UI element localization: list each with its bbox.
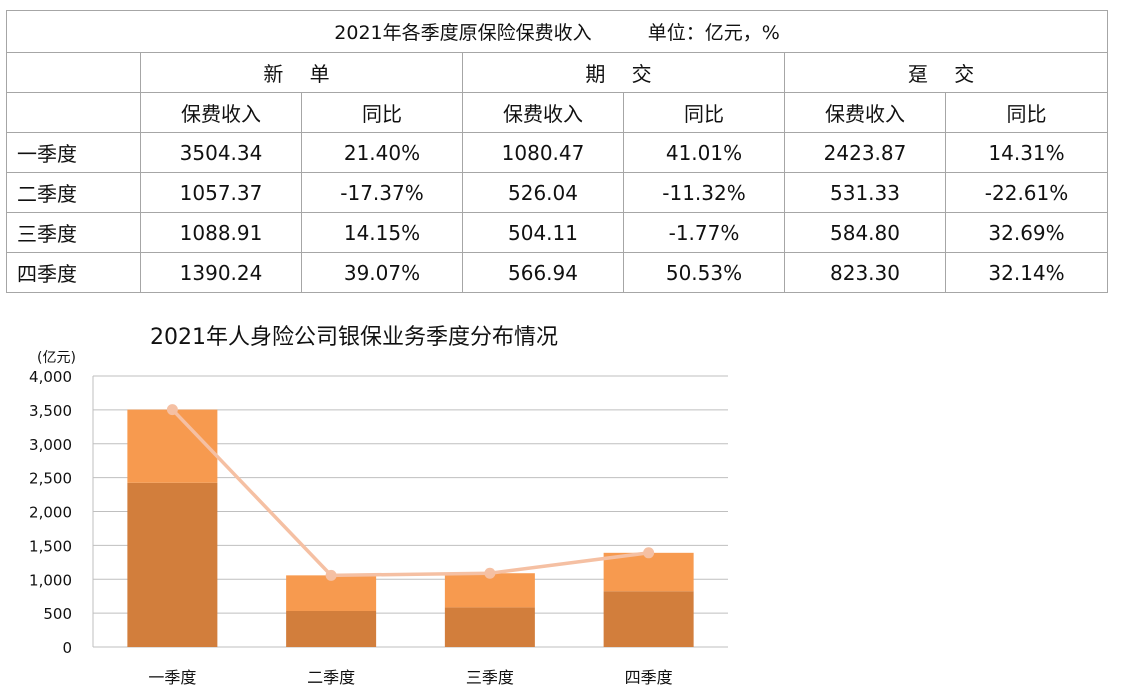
table-cell: 39.07% (301, 252, 463, 293)
bar (603, 552, 694, 592)
table-cell: 584.80 (784, 212, 946, 253)
y-tick-label: 2,500 (29, 470, 72, 488)
corner-cell (6, 52, 141, 93)
table-cell: 1088.91 (140, 212, 302, 253)
table-cell: 1390.24 (140, 252, 302, 293)
table-unit: 单位：亿元，% (647, 22, 780, 44)
table-cell: -1.77% (623, 212, 785, 253)
group-header-single: 趸 交 (783, 52, 1109, 93)
line-point (484, 567, 496, 579)
table-cell: 531.33 (784, 172, 946, 213)
y-tick-label: 4,000 (29, 368, 72, 386)
group-header-regular: 期 交 (462, 52, 785, 93)
subheader-cell: 保费收入 (784, 92, 946, 133)
line-point (325, 569, 337, 581)
y-tick-label: 3,000 (29, 436, 72, 454)
corner-cell-2 (6, 92, 141, 133)
table-cell: 21.40% (301, 132, 463, 173)
table-cell: 566.94 (462, 252, 624, 293)
x-tick-label: 一季度 (148, 668, 196, 687)
subheader-cell: 同比 (944, 92, 1109, 133)
chart-title: 2021年人身险公司银保业务季度分布情况 (150, 325, 558, 350)
row-label: 二季度 (6, 172, 141, 213)
table-cell: 41.01% (623, 132, 785, 173)
table-cell: 2423.87 (784, 132, 946, 173)
y-tick-label: 1,500 (29, 537, 72, 555)
table-cell: 504.11 (462, 212, 624, 253)
table-title-cell: 2021年各季度原保险保费收入 单位：亿元，% (5, 10, 1109, 53)
table-cell: 1080.47 (462, 132, 624, 173)
table-cell: 32.69% (944, 212, 1109, 253)
line-point (643, 547, 655, 559)
row-label: 四季度 (6, 252, 141, 293)
x-tick-label: 二季度 (307, 668, 355, 687)
table-cell: -22.61% (944, 172, 1109, 213)
bar (444, 573, 535, 608)
y-tick-label: 3,500 (29, 402, 72, 420)
y-tick-label: 1,000 (29, 571, 72, 589)
table-row: 四季度 1390.24 39.07% 566.94 50.53% 823.30 … (6, 252, 1109, 293)
y-tick-label: 2,000 (29, 504, 72, 522)
table-cell: -17.37% (301, 172, 463, 213)
table-cell: 526.04 (462, 172, 624, 213)
premium-table: 2021年各季度原保险保费收入 单位：亿元，% 新 单 期 交 趸 交 保费收入… (5, 10, 1109, 293)
table-cell: 32.14% (944, 252, 1109, 293)
row-label: 三季度 (6, 212, 141, 253)
table-cell: 823.30 (784, 252, 946, 293)
table-cell: -11.32% (623, 172, 785, 213)
y-tick-label: 500 (43, 605, 72, 623)
line-point (166, 404, 178, 416)
table-row: 二季度 1057.37 -17.37% 526.04 -11.32% 531.3… (6, 172, 1109, 213)
y-axis-label: (亿元) (37, 350, 76, 366)
table-cell: 50.53% (623, 252, 785, 293)
subheader-cell: 同比 (623, 92, 785, 133)
table-cell: 14.15% (301, 212, 463, 253)
bancassurance-chart: 2021年人身险公司银保业务季度分布情况 (亿元) 0 500 1,000 1,500 2,… (29, 325, 728, 687)
row-label: 一季度 (6, 132, 141, 173)
bar (286, 575, 377, 612)
bar (286, 611, 377, 647)
table-cell: 14.31% (944, 132, 1109, 173)
x-tick-label: 三季度 (466, 668, 514, 687)
y-tick-label: 0 (62, 639, 72, 657)
bar (444, 607, 535, 647)
bar (603, 591, 694, 647)
table-cell: 3504.34 (140, 132, 302, 173)
bar (127, 482, 218, 647)
table-title: 2021年各季度原保险保费收入 (334, 22, 592, 44)
x-tick-label: 四季度 (625, 668, 673, 687)
table-row: 一季度 3504.34 21.40% 1080.47 41.01% 2423.8… (6, 132, 1109, 173)
bar (127, 409, 218, 483)
series-line (171, 408, 649, 578)
subheader-cell: 保费收入 (462, 92, 624, 133)
subheader-cell: 同比 (301, 92, 463, 133)
table-cell: 1057.37 (140, 172, 302, 213)
group-header-new: 新 单 (140, 52, 463, 93)
table-row: 三季度 1088.91 14.15% 504.11 -1.77% 584.80 … (6, 212, 1109, 253)
subheader-cell: 保费收入 (140, 92, 302, 133)
